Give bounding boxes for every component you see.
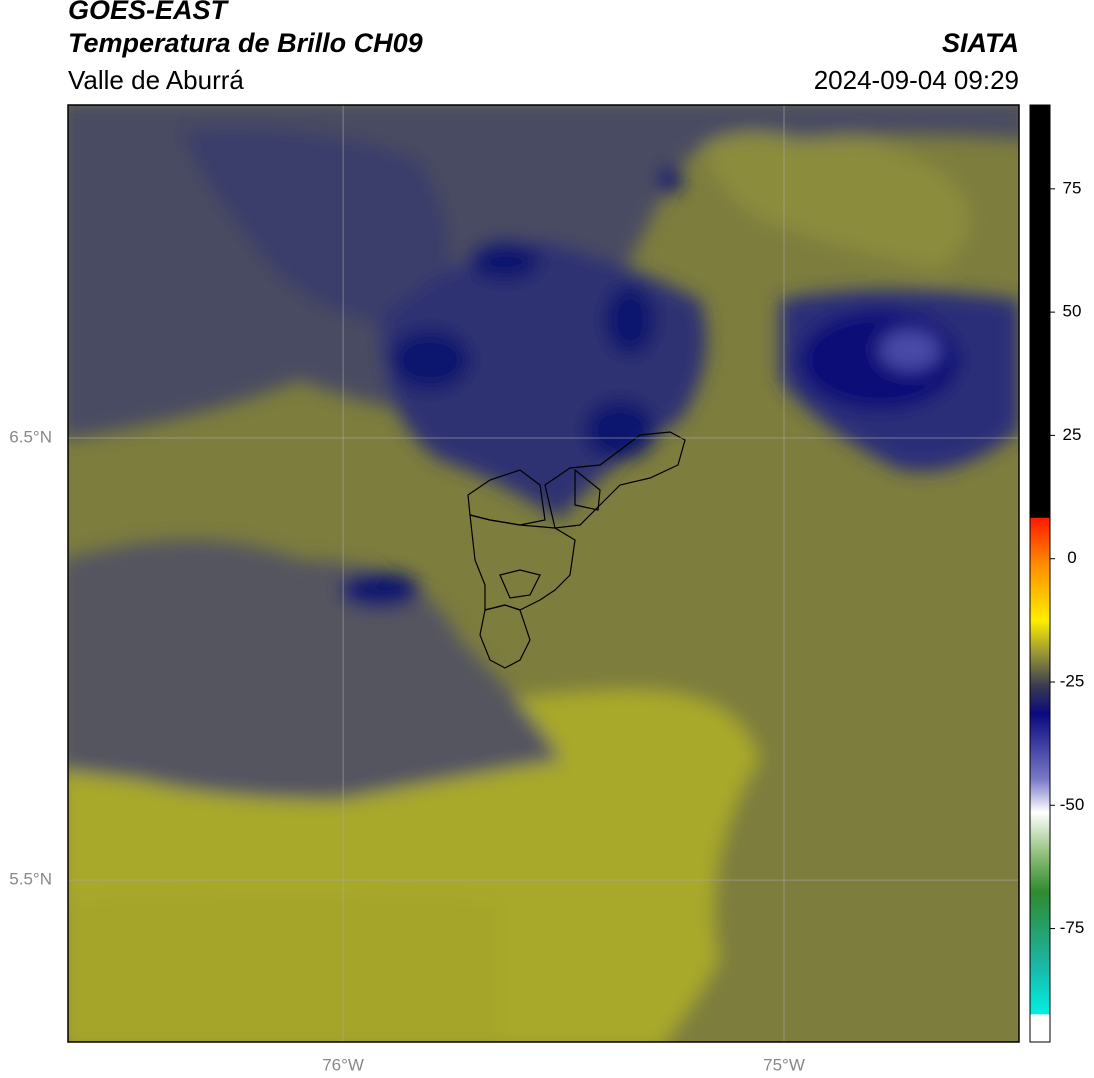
datetime: 2024-09-04 09:29 xyxy=(814,65,1019,95)
municipality-borders xyxy=(467,431,686,669)
colorbar xyxy=(1029,104,1051,1043)
region: Valle de Aburrá xyxy=(68,65,244,95)
colorbar-tick-label: 75 xyxy=(1063,178,1082,197)
colorbar-tick-label: -75 xyxy=(1060,918,1085,937)
title: GOES-EAST xyxy=(68,0,230,25)
map-frame xyxy=(67,104,1020,1043)
colorbar-tick-label: -50 xyxy=(1060,795,1085,814)
colorbar-tick-label: 25 xyxy=(1063,425,1082,444)
satellite-image xyxy=(68,105,1019,1042)
x-tick-label: 76°W xyxy=(322,1055,364,1074)
colorbar-tick-label: 50 xyxy=(1063,302,1082,321)
colorbar-tick-label: -25 xyxy=(1060,671,1085,690)
source: SIATA xyxy=(942,28,1019,58)
y-tick-label: 5.5°N xyxy=(9,870,52,889)
y-tick-label: 6.5°N xyxy=(9,427,52,446)
subtitle: Temperatura de Brillo CH09 xyxy=(68,28,423,58)
grid xyxy=(68,105,1019,1042)
x-tick-label: 75°W xyxy=(763,1055,805,1074)
colorbar-tick-label: 0 xyxy=(1067,548,1076,567)
